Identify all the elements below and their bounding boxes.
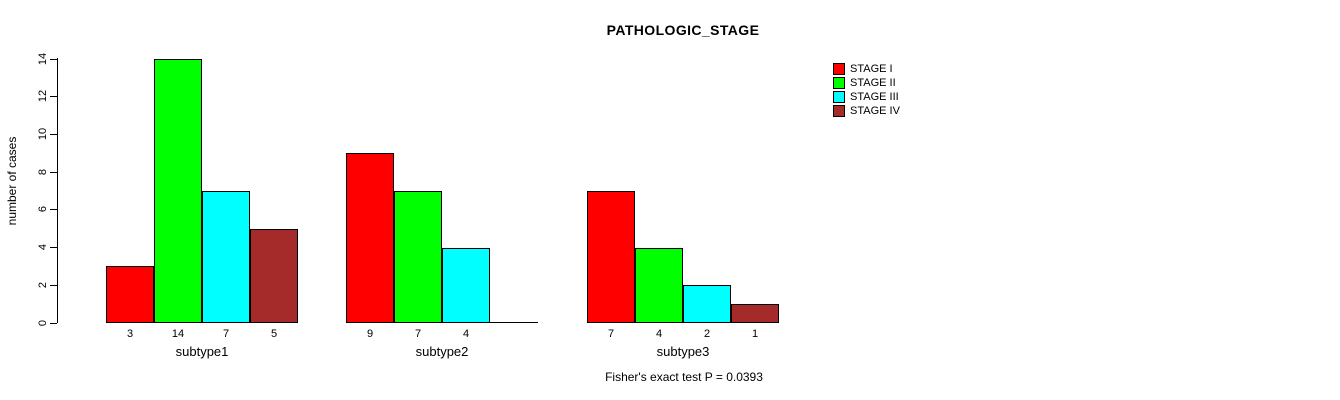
bar-value-label: 7 [414, 328, 422, 340]
y-axis-tick-label: 12 [37, 89, 49, 103]
bar [202, 191, 250, 323]
bar [106, 266, 154, 323]
group-label: subtype2 [415, 344, 469, 359]
bar [635, 248, 683, 323]
y-axis-title: number of cases [5, 136, 19, 226]
bar [587, 191, 635, 323]
y-axis-tick [50, 209, 57, 210]
legend-swatch [833, 105, 845, 117]
bar-value-label: 14 [171, 328, 185, 340]
y-axis-tick [50, 323, 57, 324]
y-axis-tick-label: 8 [37, 168, 49, 176]
legend-item: STAGE IV [833, 104, 900, 118]
bar [346, 153, 394, 323]
bar-value-label: 2 [703, 328, 711, 340]
chart-title: PATHOLOGIC_STAGE [606, 22, 760, 38]
annotation-fishers-test: Fisher's exact test P = 0.0393 [605, 370, 763, 384]
y-axis-tick [50, 96, 57, 97]
legend-label: STAGE III [850, 91, 899, 103]
legend-item: STAGE II [833, 76, 900, 90]
bar-value-label: 4 [462, 328, 470, 340]
y-axis-tick-label: 2 [37, 281, 49, 289]
group-label: subtype1 [175, 344, 229, 359]
bar-value-label: 7 [607, 328, 615, 340]
legend: STAGE I STAGE II STAGE III STAGE IV [833, 62, 900, 118]
legend-label: STAGE IV [850, 105, 900, 117]
bar [731, 304, 779, 323]
y-axis-line [57, 58, 58, 323]
y-axis-tick-label: 10 [37, 127, 49, 141]
bar [154, 59, 202, 323]
y-axis-tick [50, 59, 57, 60]
y-axis-tick [50, 247, 57, 248]
bar-value-label: 4 [655, 328, 663, 340]
group-label: subtype3 [656, 344, 710, 359]
y-axis-tick [50, 285, 57, 286]
legend-label: STAGE II [850, 77, 896, 89]
bar-value-label: 5 [270, 328, 278, 340]
legend-item: STAGE I [833, 62, 900, 76]
y-axis-tick [50, 134, 57, 135]
y-axis-tick-label: 4 [37, 243, 49, 251]
bar [394, 191, 442, 323]
bar-zero-baseline [490, 322, 538, 323]
legend-label: STAGE I [850, 63, 893, 75]
bar-value-label: 1 [751, 328, 759, 340]
y-axis-tick-label: 6 [37, 205, 49, 213]
y-axis-tick-label: 14 [37, 52, 49, 66]
legend-item: STAGE III [833, 90, 900, 104]
bar-value-label: 9 [366, 328, 374, 340]
y-axis-tick [50, 172, 57, 173]
bar-value-label: 3 [126, 328, 134, 340]
bar-value-label: 7 [222, 328, 230, 340]
legend-swatch [833, 91, 845, 103]
bar [683, 285, 731, 323]
bar [250, 229, 298, 323]
legend-swatch [833, 77, 845, 89]
y-axis-tick-label: 0 [37, 319, 49, 327]
bar [442, 248, 490, 323]
legend-swatch [833, 63, 845, 75]
